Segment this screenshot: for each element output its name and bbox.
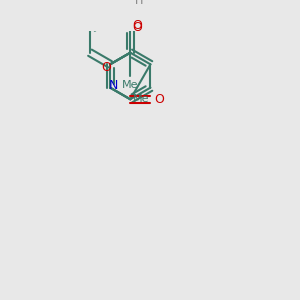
Text: H: H (135, 0, 143, 6)
Text: O: O (133, 19, 142, 32)
Text: O: O (154, 93, 164, 106)
Text: Me: Me (122, 80, 139, 90)
Text: O: O (133, 21, 142, 34)
Text: N: N (109, 79, 118, 92)
Text: O: O (102, 61, 112, 74)
Text: Me: Me (133, 94, 149, 104)
